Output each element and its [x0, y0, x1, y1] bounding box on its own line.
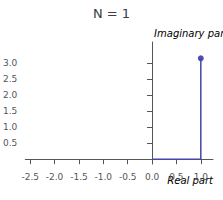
svg-text:N = 1: N = 1 — [93, 6, 130, 21]
svg-text:0.0: 0.0 — [145, 172, 160, 182]
svg-text:2.5: 2.5 — [3, 74, 17, 84]
svg-text:Imaginary part: Imaginary part — [154, 28, 223, 39]
svg-text:-1.0: -1.0 — [95, 172, 113, 182]
svg-text:2.0: 2.0 — [3, 90, 18, 100]
svg-text:-2.0: -2.0 — [46, 172, 64, 182]
svg-text:-2.5: -2.5 — [21, 172, 39, 182]
svg-text:1.0: 1.0 — [3, 122, 18, 132]
svg-text:0.5: 0.5 — [3, 138, 17, 148]
svg-text:1.0: 1.0 — [194, 172, 209, 182]
svg-text:0.5: 0.5 — [169, 172, 183, 182]
svg-text:-0.5: -0.5 — [119, 172, 137, 182]
svg-text:3.0: 3.0 — [3, 58, 18, 68]
svg-text:1.5: 1.5 — [3, 106, 17, 116]
svg-text:-1.5: -1.5 — [70, 172, 88, 182]
